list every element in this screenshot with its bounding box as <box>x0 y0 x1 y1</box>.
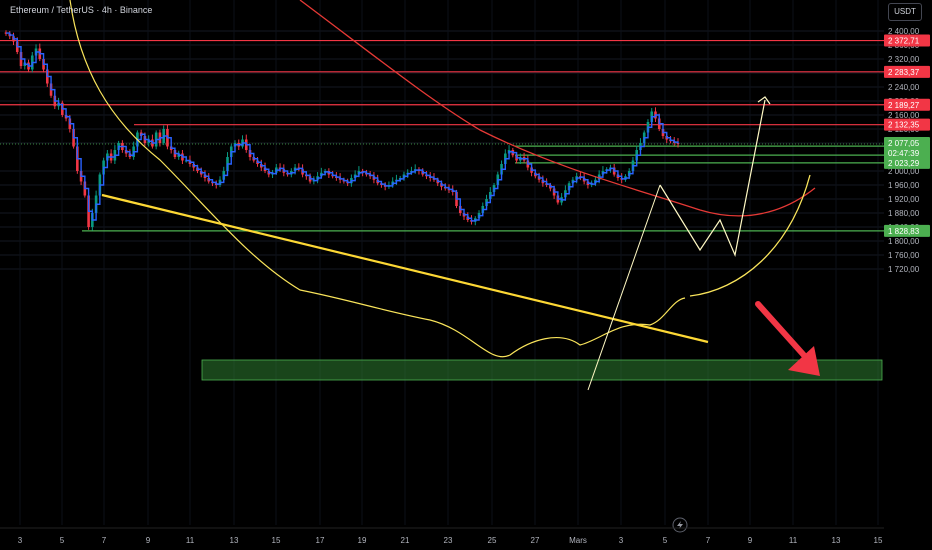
time-tick-label: 15 <box>874 536 883 545</box>
arrow-head-up <box>757 96 771 105</box>
level-price-label-bg <box>884 98 930 111</box>
level-price-label-bg <box>884 224 930 237</box>
level-lines <box>0 39 884 381</box>
zigzag-projection <box>659 99 766 258</box>
price-tick-label: 1 960,00 <box>888 181 920 190</box>
moving-average-short <box>69 0 686 358</box>
level-price-label: 1 828,83 <box>888 227 920 236</box>
time-tick-label: 11 <box>186 536 195 545</box>
price-tick-label: 2 400,00 <box>888 27 920 36</box>
moving-average-long <box>299 0 816 217</box>
descending-trendline <box>101 193 709 344</box>
time-tick-label: 15 <box>272 536 281 545</box>
time-tick-label: 3 <box>18 536 23 545</box>
grid <box>0 0 884 525</box>
price-tick-label: 2 240,00 <box>888 83 920 92</box>
price-tick-label: 2 000,00 <box>888 167 920 176</box>
currency-badge[interactable]: USDT <box>888 3 922 21</box>
time-tick-label: 7 <box>706 536 711 545</box>
time-tick-label: 23 <box>444 536 453 545</box>
price-tick-label: 2 160,00 <box>888 111 920 120</box>
level-price-label-bg <box>884 65 930 78</box>
time-tick-label: 9 <box>748 536 753 545</box>
step-indicator-line <box>6 32 679 222</box>
down-arrow-shaft <box>755 301 813 365</box>
lightning-icon-ring <box>672 517 688 533</box>
down-arrow-head <box>788 346 820 376</box>
level-price-label: 2 023,29 <box>888 159 920 168</box>
time-tick-label: Mars <box>569 536 587 545</box>
price-tick-label: 2 320,00 <box>888 55 920 64</box>
time-tick-label: 13 <box>832 536 841 545</box>
current-price-value: 2 077,05 <box>888 139 920 148</box>
lightning-icon[interactable] <box>672 517 688 533</box>
time-tick-label: 13 <box>230 536 239 545</box>
price-tick-label: 1 760,00 <box>888 251 920 260</box>
price-axis: 2 400,002 360,002 320,002 280,002 240,00… <box>884 0 932 550</box>
level-price-label-bg <box>884 156 930 169</box>
time-axis: 3 5 7 9 11 13 15 17 19 21 23 25 27 Mars 3 5 7 9 11 13 15 <box>0 527 884 545</box>
price-tick-label: 1 880,00 <box>888 209 920 218</box>
time-tick-label: 25 <box>488 536 497 545</box>
symbol-title[interactable]: Ethereum / TetherUS · 4h · Binance <box>10 5 153 15</box>
countdown-timer: 02:47:39 <box>888 149 920 158</box>
time-tick-label: 27 <box>531 536 540 545</box>
level-price-label-bg <box>884 118 930 131</box>
price-tick-label: 1 720,00 <box>888 265 920 274</box>
time-tick-label: 7 <box>102 536 107 545</box>
rising-line <box>587 184 661 391</box>
time-tick-label: 3 <box>619 536 624 545</box>
level-price-label-bg <box>884 34 930 47</box>
time-tick-label: 5 <box>60 536 65 545</box>
time-tick-label: 9 <box>146 536 151 545</box>
price-tick-label: 1 800,00 <box>888 237 920 246</box>
level-price-label: 2 189,27 <box>888 101 920 110</box>
level-price-label: 2 372,71 <box>888 37 920 46</box>
level-price-label: 2 132,35 <box>888 121 920 130</box>
time-tick-label: 11 <box>789 536 798 545</box>
current-price-label-bg <box>884 137 930 160</box>
time-tick-label: 17 <box>316 536 325 545</box>
time-tick-label: 21 <box>401 536 410 545</box>
support-zone <box>201 359 883 381</box>
drawings <box>6 0 820 533</box>
time-tick-label: 5 <box>663 536 668 545</box>
price-tick-label: 1 920,00 <box>888 195 920 204</box>
lightning-icon-bolt <box>677 521 683 529</box>
projection-curve <box>689 174 811 297</box>
level-price-label: 2 283,37 <box>888 68 920 77</box>
price-axis-bg <box>884 0 932 550</box>
time-tick-label: 19 <box>358 536 367 545</box>
